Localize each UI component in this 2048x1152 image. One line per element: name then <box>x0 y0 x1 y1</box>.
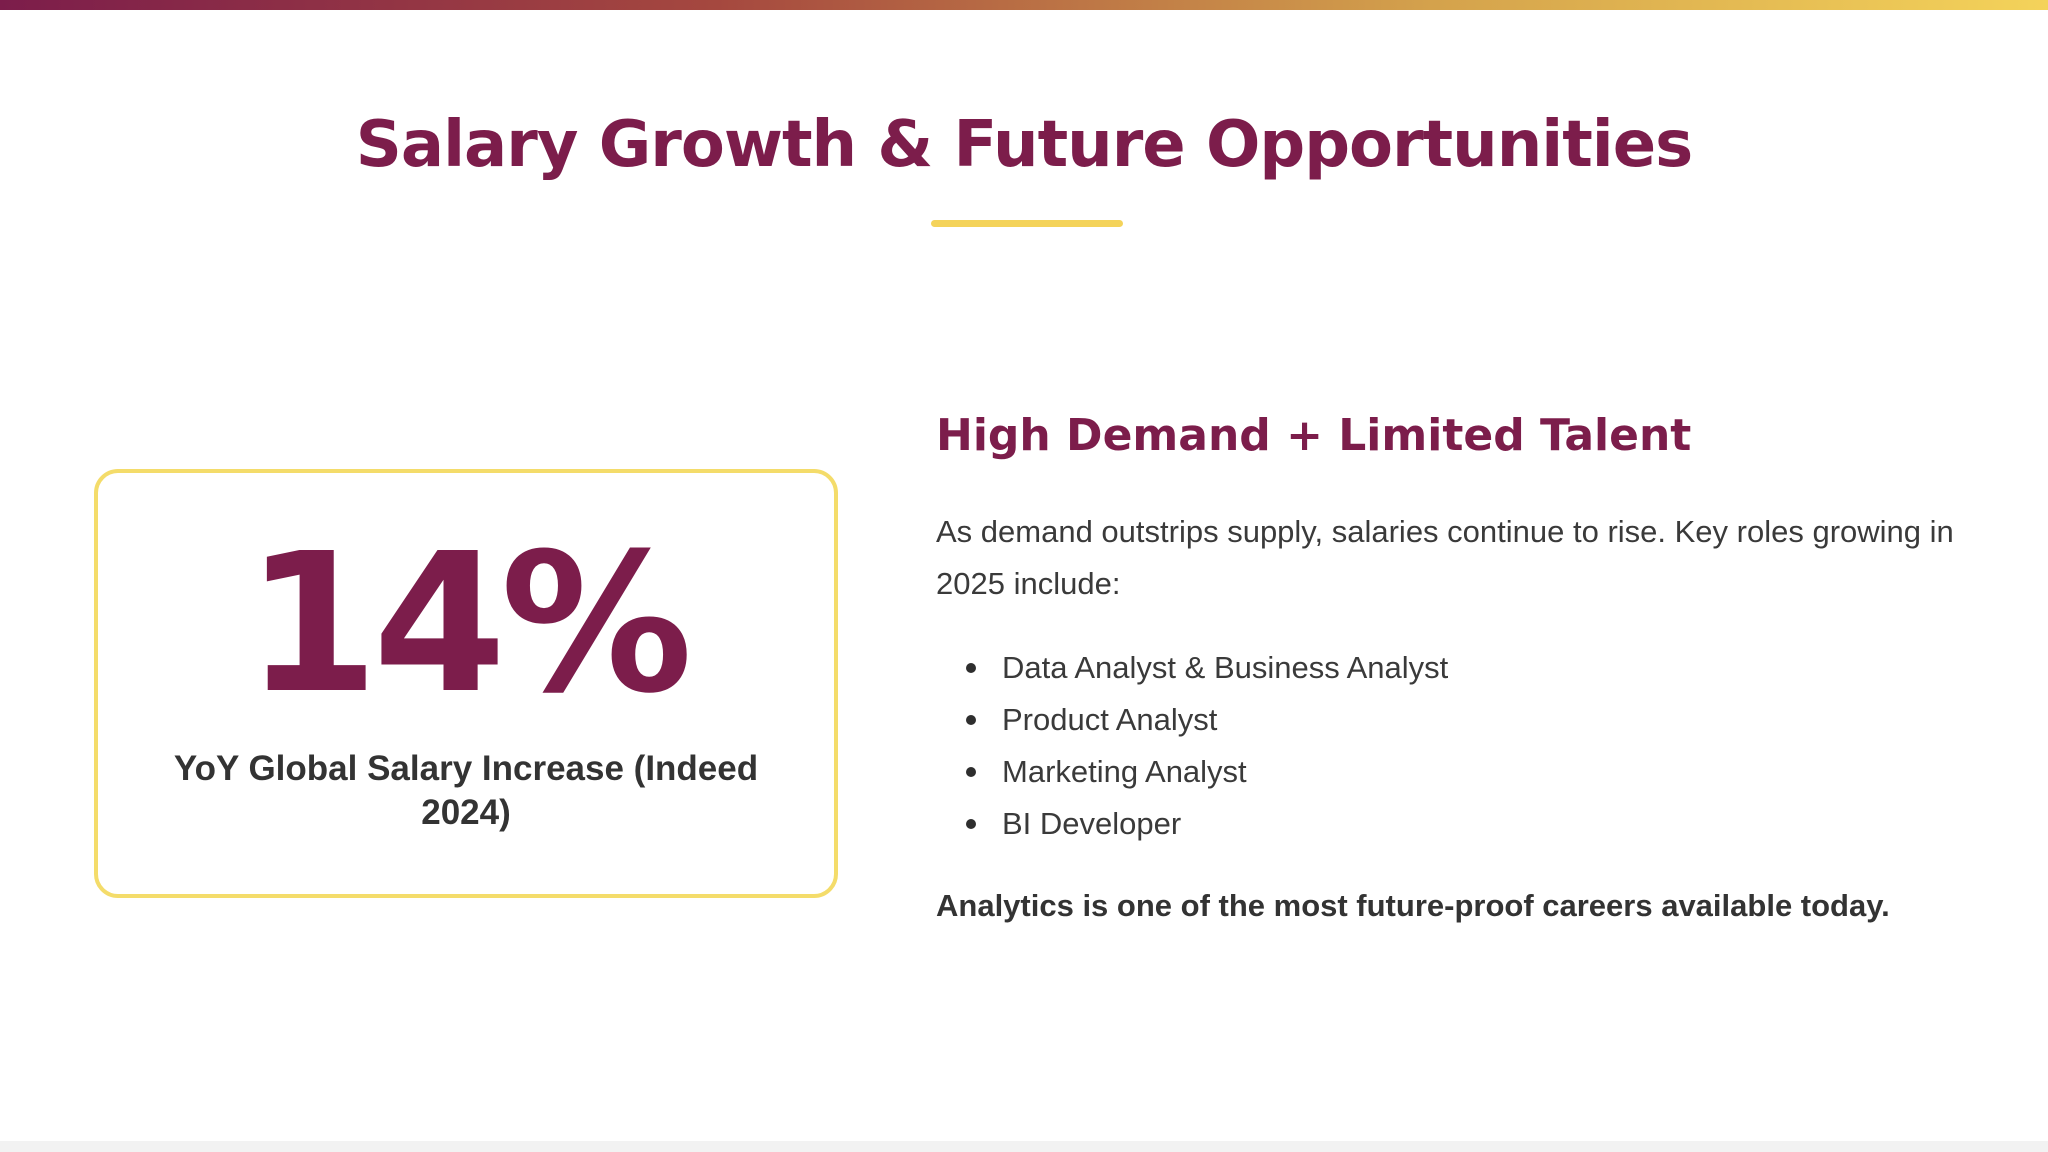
bullet-icon <box>966 715 976 725</box>
title-underline <box>931 220 1123 227</box>
section-heading: High Demand + Limited Talent <box>936 410 1692 461</box>
list-item: Product Analyst <box>966 694 1448 746</box>
list-item: BI Developer <box>966 798 1448 850</box>
closing-statement: Analytics is one of the most future-proo… <box>936 888 1890 923</box>
bullet-icon <box>966 767 976 777</box>
role-label: Marketing Analyst <box>1002 754 1247 789</box>
stat-label: YoY Global Salary Increase (Indeed 2024) <box>173 749 759 832</box>
slide-title: Salary Growth & Future Opportunities <box>355 108 1693 182</box>
intro-paragraph: As demand outstrips supply, salaries con… <box>936 514 1954 601</box>
roles-list: Data Analyst & Business Analyst Product … <box>936 642 1448 850</box>
top-gradient-bar <box>0 0 2048 10</box>
bullet-icon <box>966 663 976 673</box>
stat-card: 14% YoY Global Salary Increase (Indeed 2… <box>94 469 838 898</box>
list-item: Data Analyst & Business Analyst <box>966 642 1449 694</box>
list-item: Marketing Analyst <box>966 746 1448 798</box>
role-label: BI Developer <box>1002 806 1182 841</box>
role-label: Product Analyst <box>1002 702 1218 737</box>
stat-value: 14% <box>245 513 693 736</box>
role-label: Data Analyst & Business Analyst <box>1002 650 1449 685</box>
bottom-strip <box>0 1141 2048 1152</box>
bullet-icon <box>966 819 976 829</box>
